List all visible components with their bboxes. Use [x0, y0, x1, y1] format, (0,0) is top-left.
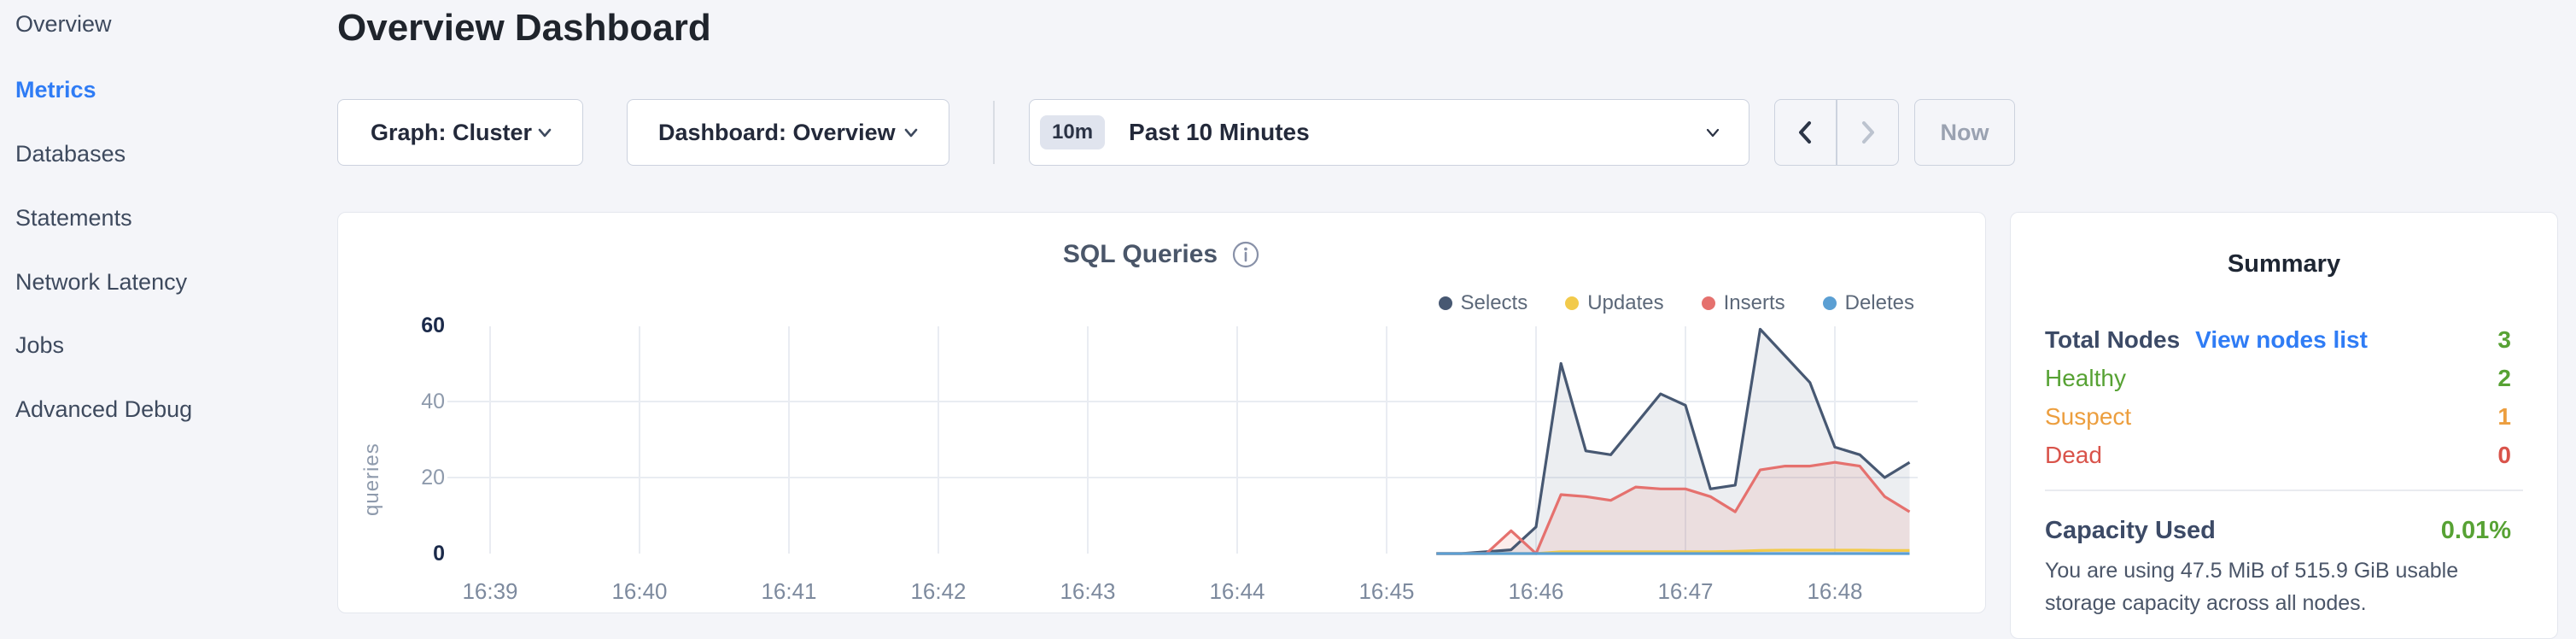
graph-dropdown[interactable]: Graph: Cluster: [337, 99, 583, 166]
x-tick-label: 16:43: [1060, 578, 1116, 604]
legend-label: Inserts: [1723, 291, 1785, 314]
chevron-left-icon: [1798, 121, 1811, 144]
summary-rows: Total Nodes View nodes list 3 Healthy 2 Suspe…: [2045, 320, 2511, 474]
x-tick-label: 16:41: [761, 578, 817, 604]
summary-row-dead: Dead 0: [2045, 436, 2511, 474]
summary-title: Summary: [2227, 250, 2341, 278]
plot-area: [447, 324, 1918, 556]
summary-panel: Summary Total Nodes View nodes list 3 Healt…: [2010, 212, 2558, 639]
y-tick-label: 40: [421, 390, 445, 413]
series-area-selects: [1436, 329, 1910, 554]
sidebar: Overview Metrics Databases Statements Networ…: [0, 0, 324, 624]
sidebar-item-jobs[interactable]: Jobs: [15, 331, 65, 358]
chart-title: SQL Queries: [1062, 240, 1218, 268]
capacity-row: Capacity Used 0.01%: [2045, 513, 2511, 548]
time-range-dropdown[interactable]: 10m Past 10 Minutes: [1029, 99, 1749, 166]
y-tick-label: 20: [421, 466, 445, 490]
summary-row-label: Dead: [2045, 441, 2102, 468]
graph-dropdown-label: Graph: Cluster: [371, 119, 533, 145]
summary-row-value: 0: [2497, 441, 2511, 468]
chevron-right-icon: [1862, 121, 1875, 144]
chart-title-row: SQL Queries: [338, 240, 1985, 269]
dashboard-dropdown-label: Dashboard: Overview: [658, 119, 896, 145]
y-tick-label: 60: [421, 314, 445, 337]
toolbar-divider: [993, 101, 995, 164]
chevron-down-icon: [538, 128, 552, 138]
sql-queries-chart-card: SQL Queries Selects Updates Inserts Deletes…: [337, 212, 1986, 613]
legend-item-updates: Updates: [1565, 291, 1664, 315]
now-button-label: Now: [1940, 119, 1989, 145]
time-range-label: Past 10 Minutes: [1129, 119, 1310, 145]
capacity-description: You are using 47.5 MiB of 515.9 GiB usab…: [2045, 559, 2459, 615]
summary-row-label: Suspect: [2045, 402, 2132, 430]
legend-dot: [1701, 296, 1715, 310]
summary-row-value: 3: [2497, 325, 2511, 353]
summary-divider: [2045, 490, 2523, 491]
sidebar-item-overview[interactable]: Overview: [15, 10, 112, 37]
x-tick-label: 16:46: [1508, 578, 1564, 604]
legend-dot: [1565, 296, 1580, 310]
summary-row-suspect: Suspect 1: [2045, 397, 2511, 436]
dashboard-dropdown[interactable]: Dashboard: Overview: [627, 99, 949, 166]
time-range-badge: 10m: [1040, 115, 1106, 149]
now-button[interactable]: Now: [1914, 99, 2015, 166]
summary-row-value: 2: [2497, 364, 2511, 391]
info-icon[interactable]: [1231, 240, 1260, 269]
sidebar-item-network-latency[interactable]: Network Latency: [15, 268, 188, 295]
sidebar-item-databases[interactable]: Databases: [15, 140, 126, 167]
legend-item-deletes: Deletes: [1822, 291, 1914, 315]
view-nodes-list-link[interactable]: View nodes list: [2195, 325, 2368, 353]
summary-row-label: Total Nodes: [2045, 325, 2181, 353]
series-line-selects: [1436, 327, 1911, 555]
series-area-inserts: [1436, 462, 1910, 554]
sidebar-item-statements[interactable]: Statements: [15, 204, 132, 231]
x-tick-label: 16:39: [462, 578, 518, 604]
sql-queries-plot: [447, 326, 1918, 555]
sidebar-item-metrics[interactable]: Metrics: [15, 76, 96, 103]
legend-label: Deletes: [1844, 291, 1914, 314]
x-tick-label: 16:47: [1657, 578, 1714, 604]
chevron-down-icon: [1706, 128, 1720, 138]
x-tick-label: 16:40: [611, 578, 668, 604]
summary-row-total-nodes: Total Nodes View nodes list 3: [2045, 320, 2511, 359]
sidebar-item-advanced-debug[interactable]: Advanced Debug: [15, 396, 193, 422]
capacity-used-label: Capacity Used: [2045, 516, 2216, 544]
y-tick-label: 0: [433, 542, 445, 566]
next-time-button[interactable]: [1837, 100, 1898, 165]
x-tick-label: 16:44: [1209, 578, 1265, 604]
summary-row-value: 1: [2497, 402, 2511, 430]
legend-dot: [1438, 296, 1452, 310]
page-title: Overview Dashboard: [337, 7, 711, 49]
legend-item-selects: Selects: [1438, 291, 1528, 315]
series-line-inserts: [1436, 460, 1911, 555]
x-tick-label: 16:42: [910, 578, 967, 604]
prev-time-button[interactable]: [1775, 100, 1836, 165]
time-step-divider: [1836, 100, 1837, 165]
chevron-down-icon: [904, 128, 918, 138]
time-step-group: [1774, 99, 1899, 166]
legend-item-inserts: Inserts: [1701, 291, 1785, 315]
legend-label: Selects: [1460, 291, 1528, 314]
x-tick-label: 16:48: [1807, 578, 1863, 604]
x-tick-label: 16:45: [1358, 578, 1415, 604]
chart-legend: Selects Updates Inserts Deletes: [1438, 291, 1914, 315]
legend-dot: [1822, 296, 1837, 310]
capacity-used-value: 0.01%: [2440, 516, 2511, 544]
legend-label: Updates: [1587, 291, 1664, 314]
summary-row-label: Healthy: [2045, 364, 2126, 391]
summary-row-healthy: Healthy 2: [2045, 359, 2511, 397]
